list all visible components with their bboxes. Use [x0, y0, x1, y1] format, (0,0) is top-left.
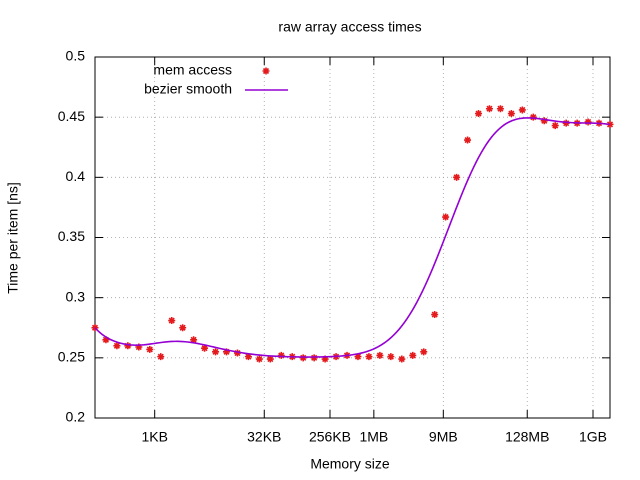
data-point — [244, 353, 252, 361]
y-tick-label: 0.3 — [66, 288, 86, 304]
data-point — [321, 355, 329, 363]
x-tick-label: 1MB — [359, 429, 388, 445]
y-tick-label: 0.2 — [66, 409, 86, 425]
data-point — [431, 311, 439, 319]
y-tick-label: 0.4 — [66, 168, 86, 184]
data-point — [409, 351, 417, 359]
plot-frame — [94, 56, 611, 419]
data-point — [124, 342, 132, 350]
data-point — [222, 348, 230, 356]
data-point — [212, 348, 220, 356]
data-point — [398, 355, 406, 363]
data-point — [420, 348, 428, 356]
data-point — [233, 349, 241, 357]
data-point — [464, 136, 472, 144]
data-point — [540, 117, 548, 125]
data-point — [442, 213, 450, 221]
data-point — [453, 173, 461, 181]
y-tick-label: 0.5 — [66, 48, 86, 64]
data-point — [102, 336, 110, 344]
data-point — [255, 355, 263, 363]
data-point — [376, 351, 384, 359]
data-point — [113, 342, 121, 350]
data-point — [135, 343, 143, 351]
data-point — [266, 355, 274, 363]
legend-label: mem access — [153, 62, 232, 78]
data-point — [584, 118, 592, 126]
data-point — [507, 110, 515, 118]
x-tick-label: 9MB — [429, 429, 458, 445]
x-tick-label: 128MB — [505, 429, 549, 445]
data-point — [190, 336, 198, 344]
data-point — [201, 344, 209, 352]
data-point — [485, 105, 493, 113]
x-tick-label: 32KB — [247, 429, 281, 445]
data-point — [157, 353, 165, 361]
data-point — [354, 353, 362, 361]
y-tick-label: 0.25 — [58, 349, 85, 365]
data-point — [365, 353, 373, 361]
x-tick-label: 1GB — [579, 429, 607, 445]
data-point — [262, 67, 270, 75]
chart-title: raw array access times — [278, 19, 421, 35]
x-axis-label: Memory size — [310, 456, 390, 472]
x-tick-label: 256KB — [309, 429, 351, 445]
y-tick-label: 0.35 — [58, 228, 85, 244]
x-tick-label: 1KB — [141, 429, 167, 445]
data-point — [277, 351, 285, 359]
data-point — [475, 110, 483, 118]
data-point — [529, 113, 537, 121]
data-point — [518, 106, 526, 114]
legend-label: bezier smooth — [144, 81, 232, 97]
y-tick-label: 0.45 — [58, 108, 85, 124]
y-axis-label: Time per item [ns] — [5, 182, 21, 294]
data-point — [168, 317, 176, 325]
data-point — [496, 105, 504, 113]
data-point — [146, 345, 154, 353]
data-point — [562, 119, 570, 127]
data-point — [310, 354, 318, 362]
data-point — [387, 353, 395, 361]
data-point — [179, 324, 187, 332]
smooth-line — [94, 117, 611, 358]
data-point — [299, 354, 307, 362]
data-point — [551, 122, 559, 130]
